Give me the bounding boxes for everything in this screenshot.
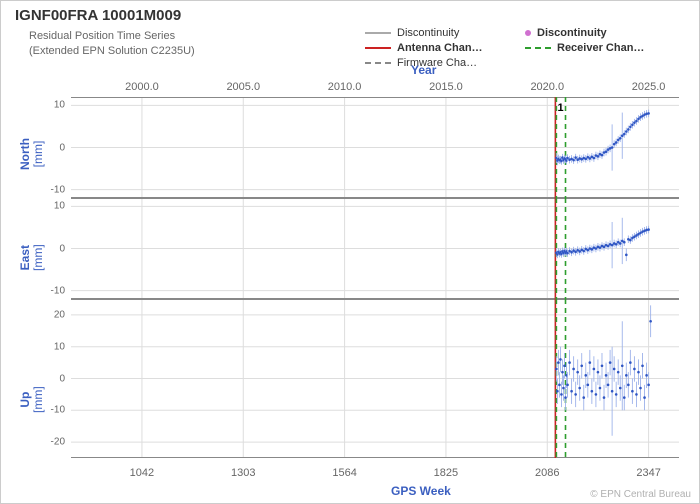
- ytick-label: -10: [37, 405, 65, 416]
- top-tick: 2005.0: [226, 81, 260, 93]
- bottom-tick: 1564: [332, 467, 356, 479]
- plot-area: 1: [71, 97, 679, 459]
- credit-text: © EPN Central Bureau: [590, 489, 691, 500]
- panel-svg-north: 1: [71, 97, 679, 198]
- legend-item: Receiver Chan…: [525, 42, 685, 54]
- legend-dot-icon: [525, 30, 531, 36]
- ytick-label: 0: [37, 142, 65, 153]
- legend-line-icon: [525, 47, 551, 49]
- top-tick: 2000.0: [125, 81, 159, 93]
- ytick-label: 20: [37, 309, 65, 320]
- bottom-tick: 1825: [434, 467, 458, 479]
- ytick-label: 0: [37, 373, 65, 384]
- top-tick: 2025.0: [632, 81, 666, 93]
- legend-line-icon: [365, 62, 391, 64]
- legend-label: Firmware Cha…: [397, 57, 477, 69]
- legend-item: Antenna Chan…: [365, 42, 525, 54]
- legend-label: Antenna Chan…: [397, 42, 483, 54]
- legend-line-icon: [365, 47, 391, 49]
- top-tick: 2015.0: [429, 81, 463, 93]
- bottom-tick: 1042: [130, 467, 154, 479]
- bottom-tick: 2086: [535, 467, 559, 479]
- ytick-label: 10: [37, 201, 65, 212]
- panel-east: [71, 198, 679, 299]
- ytick-label: -10: [37, 285, 65, 296]
- top-tick: 2010.0: [328, 81, 362, 93]
- subtitle-line1: Residual Position Time Series: [29, 30, 175, 42]
- chart-frame: IGNF00FRA 10001M009 Residual Position Ti…: [0, 0, 700, 504]
- top-axis-label: Year: [411, 63, 436, 77]
- legend-line-icon: [365, 32, 391, 34]
- chart-title: IGNF00FRA 10001M009: [15, 7, 181, 24]
- legend-item: Discontinuity: [525, 27, 685, 39]
- legend-label: Discontinuity: [537, 27, 607, 39]
- legend-label: Receiver Chan…: [557, 42, 644, 54]
- bottom-tick: 2347: [636, 467, 660, 479]
- panel-svg-east: [71, 198, 679, 299]
- ytick-label: -20: [37, 437, 65, 448]
- ytick-label: 0: [37, 243, 65, 254]
- top-tick: 2020.0: [530, 81, 564, 93]
- legend-label: Discontinuity: [397, 27, 459, 39]
- legend-item: Discontinuity: [365, 27, 525, 39]
- legend-item: Firmware Cha…: [365, 57, 525, 69]
- panel-north: 1: [71, 97, 679, 198]
- ytick-label: 10: [37, 341, 65, 352]
- svg-text:1: 1: [557, 102, 563, 114]
- panel-svg-up: [71, 299, 679, 458]
- bottom-axis-label: GPS Week: [391, 484, 451, 498]
- subtitle-line2: (Extended EPN Solution C2235U): [29, 45, 195, 57]
- ytick-label: -10: [37, 184, 65, 195]
- bottom-tick: 1303: [231, 467, 255, 479]
- panel-up: [71, 299, 679, 458]
- ytick-label: 10: [37, 100, 65, 111]
- chart-subtitle: Residual Position Time Series (Extended …: [29, 29, 195, 59]
